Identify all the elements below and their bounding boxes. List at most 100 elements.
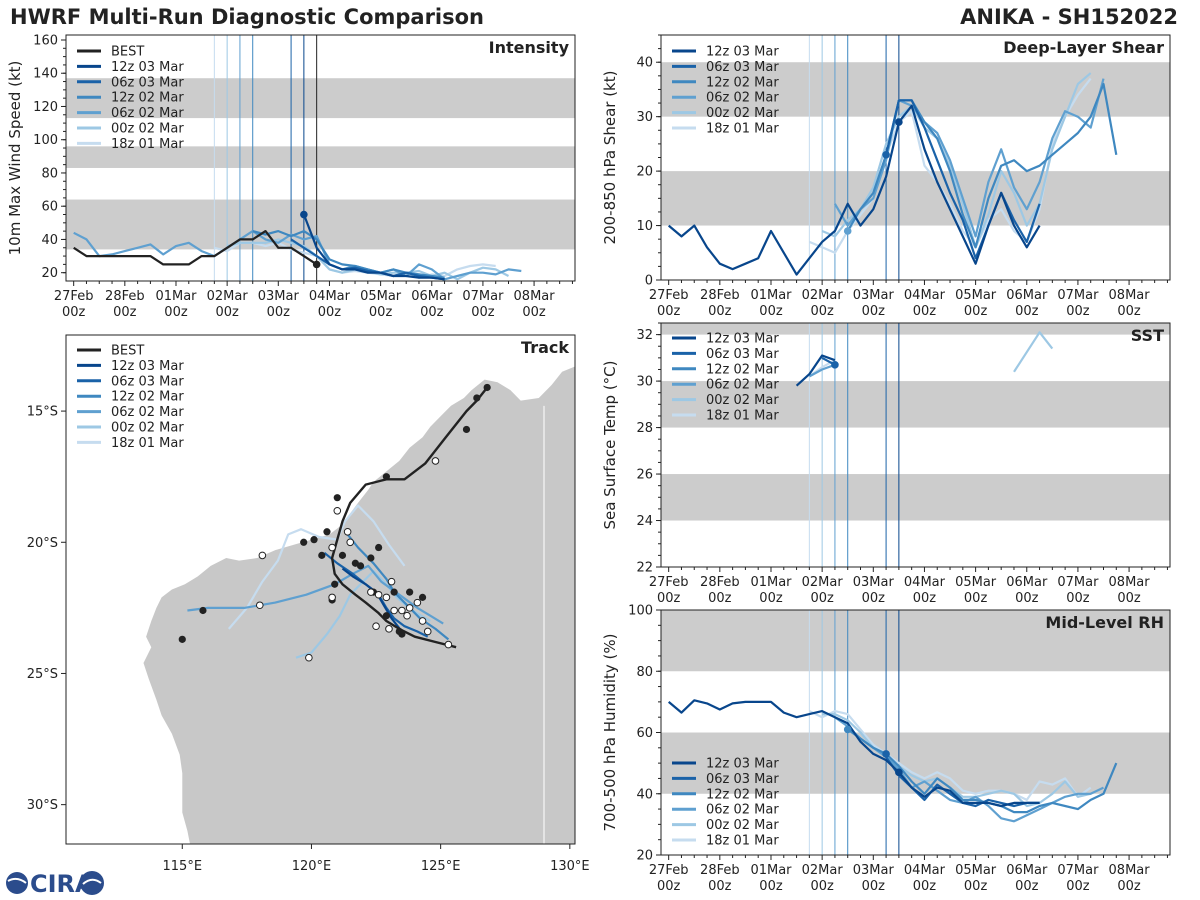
legend-label: 12z 03 Mar [706,757,779,772]
legend-label: 18z 01 Mar [706,122,779,137]
track-panel: 115°E 120°E 125°E 130°E 15°S 20°S 25°S 30°S Trac… [27,334,590,874]
x-tick-day: 04Mar [309,289,351,304]
series-line-r5 [808,709,1092,802]
y-tick-label: 30 [636,375,653,390]
best-track-point [382,473,390,481]
series-line-r3 [833,78,1105,238]
legend-label: 18z 01 Mar [111,137,184,152]
legend-label: 06z 03 Mar [706,60,779,75]
x-tick-hour: 00z [471,305,495,320]
forecast-track-point [431,457,440,465]
forecast-track-point [413,598,422,607]
x-tick-day: 02Mar [207,289,249,304]
x-tick-day: 28Feb [700,288,740,303]
x-tick-hour: 00z [810,591,834,606]
x-tick-hour: 00z [1015,304,1039,319]
best-track-point [323,528,331,536]
y-tick-label: 60 [41,200,58,215]
best-track-point [375,543,383,552]
series-line-r4 [822,712,1091,808]
y-tick-label: 30 [636,110,653,125]
y-tick-label: 22 [636,561,653,576]
plot-frame [65,34,576,282]
x-tick-hour: 00z [759,879,783,894]
x-tick-day: 07Mar [1057,575,1099,590]
series-line-r4 [1013,331,1054,373]
x-tick-hour: 00z [113,305,137,320]
lon-tick-label: 125°E [421,859,461,874]
forecast-track-point [382,593,391,602]
sst-panel: 22242628303227Feb00z28Feb00z01Mar00z02Ma… [601,322,1171,606]
series-marker [843,227,852,235]
best-track-point [356,562,365,570]
shear-panel: 01020304027Feb00z28Feb00z01Mar00z02Mar00… [601,34,1171,319]
threshold-band [66,78,575,119]
best-track-point [300,538,308,546]
x-tick-day: 27Feb [649,575,689,590]
x-tick-day: 04Mar [904,575,946,590]
best-track-point [178,635,186,643]
panel-title: SST [1131,326,1164,345]
legend-label: 12z 03 Mar [706,45,779,60]
x-tick-hour: 00z [657,879,681,894]
lon-tick-label: 130°E [550,859,590,874]
legend-label: 00z 02 Mar [706,106,779,121]
y-tick-label: 80 [636,665,653,680]
best-track-point [406,588,414,596]
x-tick-day: 08Mar [514,289,556,304]
x-tick-hour: 00z [1117,304,1141,319]
forecast-track-point [403,611,411,620]
x-tick-hour: 00z [1117,879,1141,894]
series-marker [895,768,903,777]
logo-emblem-swoosh-icon [82,878,102,885]
x-tick-day: 28Feb [105,289,145,304]
panel-title: Intensity [489,38,570,57]
x-tick-day: 05Mar [360,289,402,304]
x-tick-day: 08Mar [1109,575,1151,590]
rh-panel: 2040608010027Feb00z28Feb00z01Mar00z02Mar… [601,604,1171,894]
series-line-r3 [73,230,522,281]
best-track-point [483,383,491,392]
series-marker [895,118,903,126]
x-tick-day: 27Feb [54,289,94,304]
series-marker [312,260,321,269]
x-tick-hour: 00z [913,879,937,894]
x-tick-day: 06Mar [411,289,453,304]
series-line-r1 [885,99,1041,260]
x-tick-day: 28Feb [700,863,740,878]
legend-label: 06z 02 Mar [706,91,779,106]
map-frame [65,334,576,845]
best-track-point [473,394,481,402]
legend-label: 18z 01 Mar [706,409,779,424]
y-tick-label: 20 [41,266,58,281]
forecast-track-point [423,627,432,636]
x-tick-day: 02Mar [802,575,844,590]
panel-title: Track [521,338,569,357]
legend-label: 06z 02 Mar [111,405,184,420]
lat-tick-label: 30°S [27,798,58,813]
logo-emblem-icon [80,871,104,895]
forecast-track-point [418,617,427,625]
lon-tick-label: 120°E [292,859,332,874]
forecast-track-point [387,577,396,586]
forecast-track-point [367,588,375,596]
x-tick-hour: 00z [1066,304,1090,319]
forecast-track-point [390,606,398,615]
threshold-band [661,323,1170,335]
x-tick-day: 01Mar [750,863,792,878]
x-tick-day: 07Mar [462,289,504,304]
forecast-track-point [333,506,342,515]
forecast-track-point [444,640,453,649]
x-tick-hour: 00z [913,304,937,319]
y-tick-label: 26 [636,468,653,483]
x-tick-hour: 00z [215,305,239,320]
y-tick-label: 10 [636,219,653,234]
legend-label: 12z 02 Mar [706,787,779,802]
x-tick-day: 03Mar [853,863,895,878]
figure-title: HWRF Multi-Run Diagnostic Comparison [10,5,484,29]
x-tick-hour: 00z [657,304,681,319]
x-tick-hour: 00z [708,879,732,894]
